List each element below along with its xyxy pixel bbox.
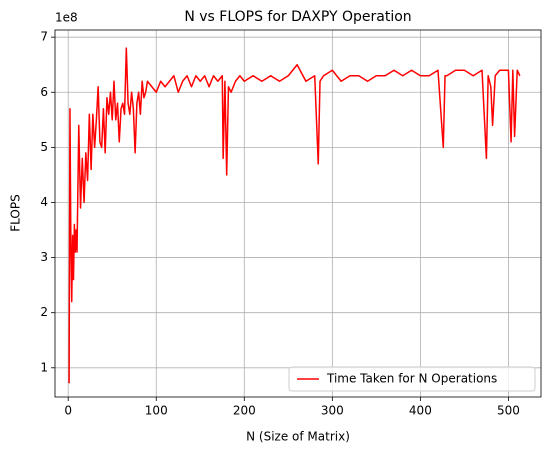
y-offset-label: 1e8: [55, 11, 78, 25]
data-line: [68, 47, 521, 384]
x-tick-label: 300: [321, 404, 344, 418]
y-tick-label: 7: [40, 30, 48, 44]
x-axis-label: N (Size of Matrix): [246, 430, 350, 444]
y-tick-label: 4: [40, 195, 48, 209]
y-tick-label: 5: [40, 140, 48, 154]
x-tick-label: 500: [497, 404, 520, 418]
axes-frame: [54, 29, 542, 398]
x-tick-label: 100: [145, 404, 168, 418]
y-tick-label: 3: [40, 250, 48, 264]
legend-label: Time Taken for N Operations: [326, 372, 497, 386]
legend-box: [288, 366, 536, 392]
y-tick-label: 2: [40, 305, 48, 319]
x-tick-label: 200: [233, 404, 256, 418]
x-tick-label: 0: [64, 404, 72, 418]
x-tick-label: 400: [409, 404, 432, 418]
y-axis-label: FLOPS: [9, 194, 23, 231]
y-tick-label: 6: [40, 85, 48, 99]
y-tick-label: 1: [40, 360, 48, 374]
chart-title: N vs FLOPS for DAXPY Operation: [184, 9, 411, 25]
